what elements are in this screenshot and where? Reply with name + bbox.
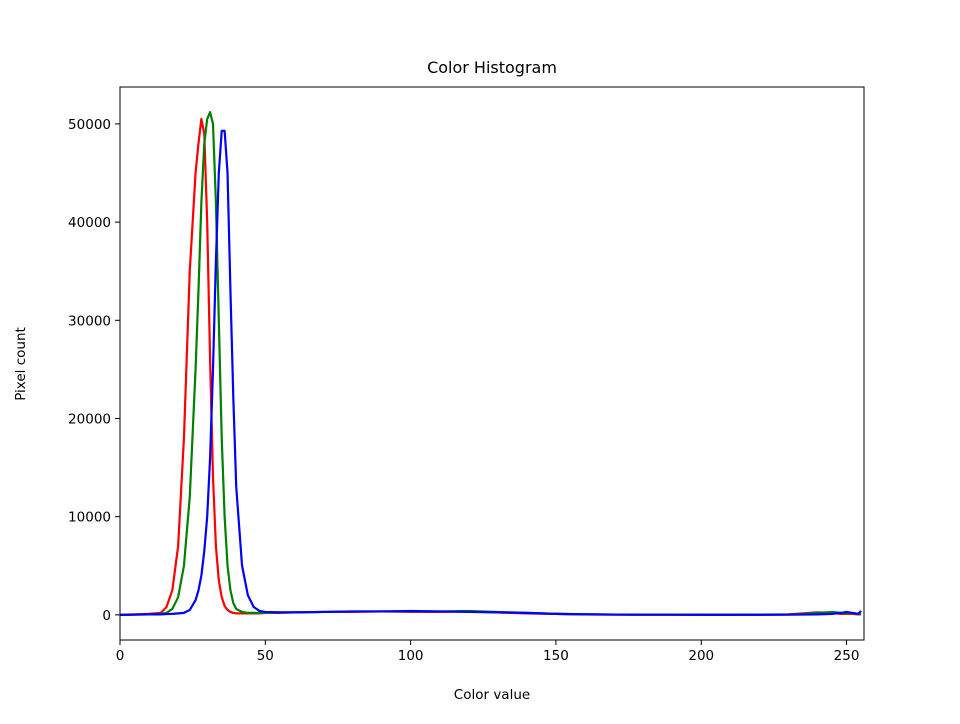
y-tick-label: 50000 xyxy=(68,117,111,133)
y-tick-label: 10000 xyxy=(68,510,111,526)
x-tick-label: 50 xyxy=(257,648,274,664)
y-axis-label: Pixel count xyxy=(13,327,29,401)
x-tick-label: 100 xyxy=(398,648,424,664)
x-tick-label: 150 xyxy=(543,648,569,664)
x-axis-label: Color value xyxy=(454,687,530,703)
y-tick-label: 30000 xyxy=(68,313,111,329)
plot-frame xyxy=(119,86,865,641)
y-tick-label: 20000 xyxy=(68,411,111,427)
y-tick-label: 40000 xyxy=(68,215,111,231)
x-tick-label: 250 xyxy=(834,648,860,664)
x-tick-label: 200 xyxy=(688,648,714,664)
x-tick-label: 0 xyxy=(116,648,125,664)
chart-title: Color Histogram xyxy=(427,58,557,77)
series-line xyxy=(120,129,862,616)
y-tick-label: 0 xyxy=(102,608,111,624)
